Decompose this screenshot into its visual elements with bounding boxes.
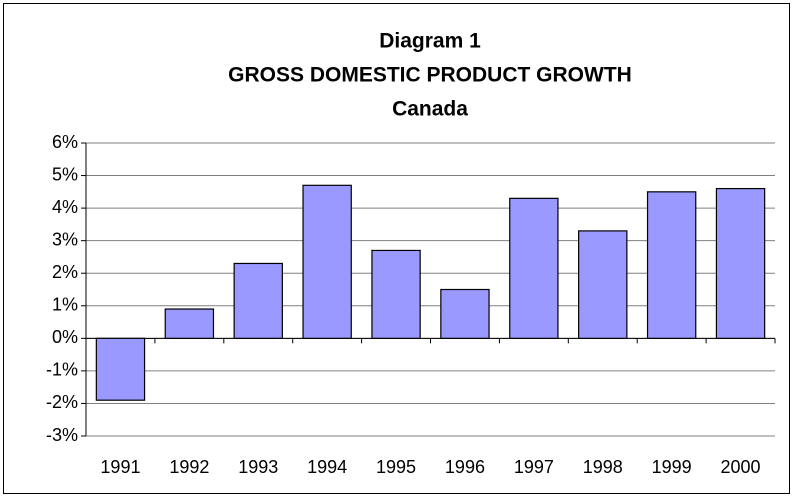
x-tick-label: 1999 xyxy=(652,457,692,477)
chart-title: GROSS DOMESTIC PRODUCT GROWTH xyxy=(228,64,632,87)
x-tick-label: 1993 xyxy=(238,457,278,477)
bar xyxy=(509,197,559,339)
x-tick-label: 2000 xyxy=(721,457,761,477)
y-tick-label: 4% xyxy=(52,197,78,217)
y-tick-label: 5% xyxy=(52,164,78,184)
y-tick-label: -1% xyxy=(46,360,78,380)
y-tick-label: 0% xyxy=(52,327,78,347)
x-tick-label: 1994 xyxy=(307,457,347,477)
x-tick-label: 1996 xyxy=(445,457,485,477)
x-tick-label: 1998 xyxy=(583,457,623,477)
y-tick-label: 1% xyxy=(52,295,78,315)
bar xyxy=(95,337,146,401)
x-tick-label: 1992 xyxy=(169,457,209,477)
chart-title: Diagram 1 xyxy=(379,30,481,53)
bar xyxy=(440,288,490,339)
x-tick-label: 1997 xyxy=(514,457,554,477)
bar xyxy=(646,191,697,339)
x-tick-label: 1991 xyxy=(100,457,140,477)
y-tick-label: 6% xyxy=(52,132,78,152)
bar xyxy=(302,184,352,339)
bar xyxy=(715,187,766,339)
bar xyxy=(371,249,421,339)
bar xyxy=(578,230,628,339)
bar xyxy=(164,308,215,339)
y-tick-label: 2% xyxy=(52,262,78,282)
y-tick-label: 3% xyxy=(52,229,78,249)
chart-title: Canada xyxy=(392,98,468,121)
x-tick-label: 1995 xyxy=(376,457,416,477)
bar xyxy=(233,262,283,339)
y-tick-label: -3% xyxy=(46,425,78,445)
y-tick-label: -2% xyxy=(46,392,78,412)
